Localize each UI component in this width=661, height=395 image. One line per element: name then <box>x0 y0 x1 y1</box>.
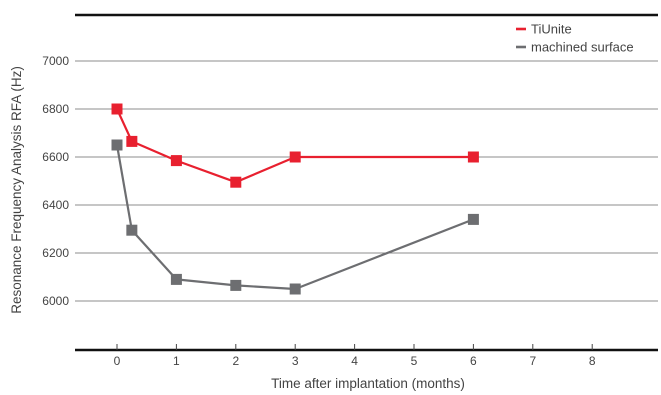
x-tick-label-7: 7 <box>529 354 536 368</box>
point-machined-surface-5 <box>467 213 479 225</box>
y-tick-label-6600: 6600 <box>42 150 69 164</box>
x-tick-label-1: 1 <box>173 354 180 368</box>
x-tick-labels: 0 1 2 3 4 5 6 7 8 <box>114 354 596 368</box>
x-tick-label-8: 8 <box>589 354 596 368</box>
series-line-tiunite <box>116 108 474 184</box>
point-machined-surface-0 <box>111 139 123 151</box>
point-tiunite-4 <box>289 151 301 163</box>
point-tiunite-0 <box>111 103 123 115</box>
point-tiunite-2 <box>170 155 182 167</box>
point-machined-surface-4 <box>289 283 301 295</box>
series-line-machined-surface <box>115 144 474 291</box>
series-group <box>111 103 479 295</box>
point-machined-surface-2 <box>170 273 182 285</box>
point-tiunite-3 <box>230 176 242 188</box>
x-axis-title: Time after implantation (months) <box>271 376 465 391</box>
point-machined-surface-1 <box>126 224 138 236</box>
x-tick-label-0: 0 <box>114 354 121 368</box>
y-tick-label-7000: 7000 <box>42 54 69 68</box>
legend: TiUnite machined surface <box>516 22 634 55</box>
y-tick-label-6000: 6000 <box>42 294 69 308</box>
y-tick-label-6400: 6400 <box>42 198 69 212</box>
legend-label-machined-surface: machined surface <box>531 40 634 55</box>
x-ticks <box>116 344 593 350</box>
x-tick-label-4: 4 <box>351 354 358 368</box>
x-tick-label-3: 3 <box>292 354 299 368</box>
point-tiunite-5 <box>467 151 479 163</box>
point-tiunite-1 <box>126 135 138 147</box>
x-tick-label-6: 6 <box>470 354 477 368</box>
x-tick-label-5: 5 <box>411 354 418 368</box>
point-machined-surface-3 <box>230 279 242 291</box>
y-tick-label-6200: 6200 <box>42 246 69 260</box>
y-axis-title: Resonance Frequency Analysis RFA (Hz) <box>9 66 24 314</box>
x-tick-label-2: 2 <box>232 354 239 368</box>
y-tick-label-6800: 6800 <box>42 102 69 116</box>
legend-label-tiunite: TiUnite <box>531 22 572 37</box>
y-tick-labels: 6000 6200 6400 6600 6800 7000 <box>42 54 69 308</box>
